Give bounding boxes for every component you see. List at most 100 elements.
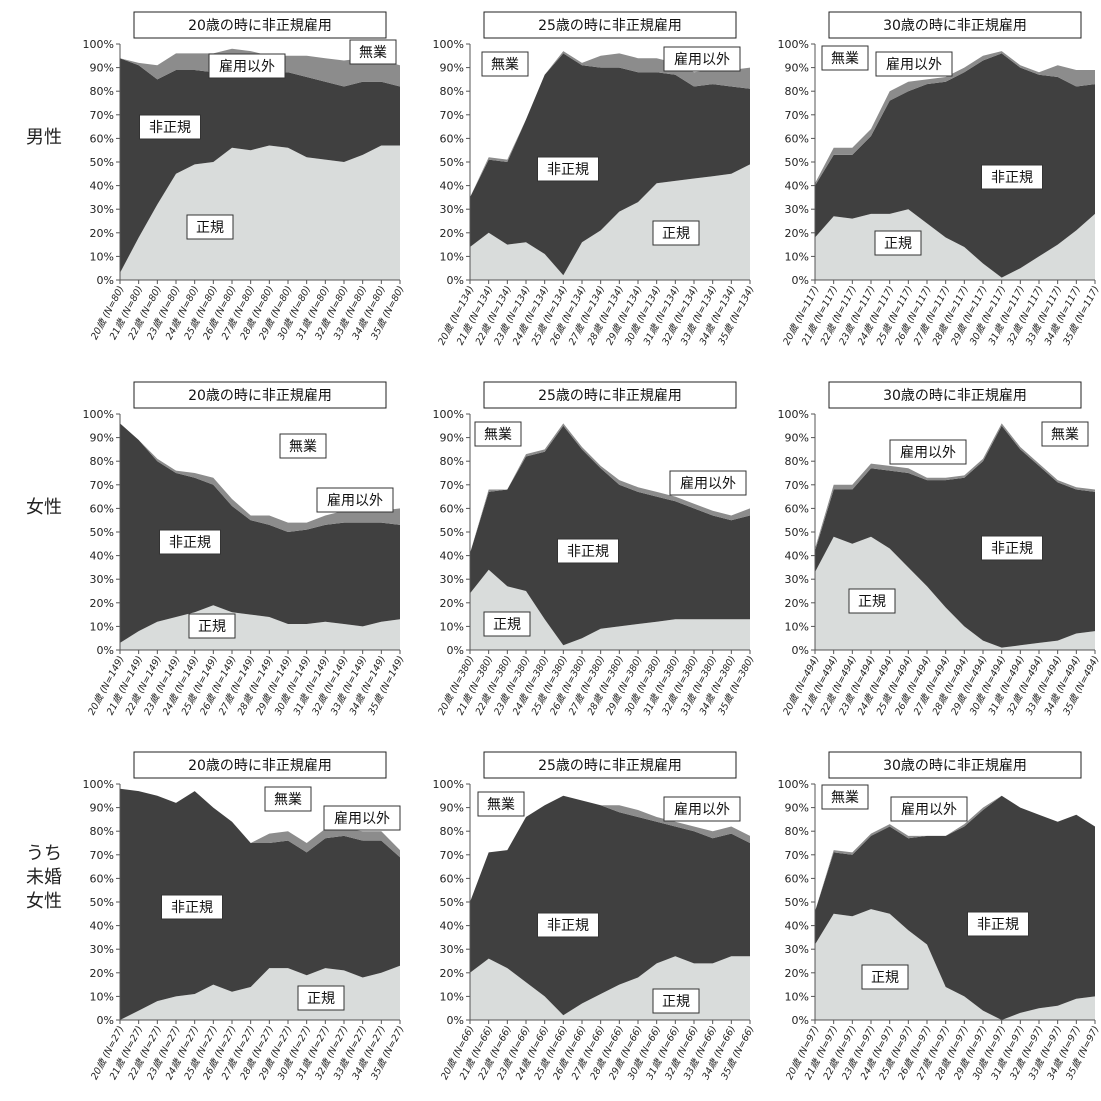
y-tick-label: 80% xyxy=(440,825,464,838)
row-label: 女性 xyxy=(26,497,62,518)
y-tick-label: 100% xyxy=(778,408,809,421)
y-tick-label: 50% xyxy=(785,156,809,169)
area-series xyxy=(120,145,400,280)
y-tick-label: 30% xyxy=(90,943,114,956)
series-annotation-text: 正規 xyxy=(858,594,886,610)
y-tick-label: 80% xyxy=(90,825,114,838)
chart-panel: 30歳の時に非正規雇用 0% 10% 20% 30% 40% 50% 60% 70% 80% 90%… xyxy=(778,751,1101,1082)
series-annotation: 正規 xyxy=(652,988,700,1014)
series-annotation: 非正規 xyxy=(161,894,223,920)
series-annotation-text: 雇用以外 xyxy=(886,56,942,73)
series-annotation: 雇用以外 xyxy=(663,46,741,72)
y-tick-label: 40% xyxy=(90,550,114,563)
chart-title: 25歳の時に非正規雇用 xyxy=(483,11,737,39)
series-annotation-text: 無業 xyxy=(831,51,859,67)
series-annotation-text: 非正規 xyxy=(547,162,589,178)
series-annotation-text: 雇用以外 xyxy=(674,801,730,818)
y-tick-label: 30% xyxy=(440,943,464,956)
y-tick-label: 70% xyxy=(440,849,464,862)
series-annotation: 無業 xyxy=(474,421,522,447)
series-annotation: 無業 xyxy=(264,786,312,812)
y-tick-label: 50% xyxy=(90,156,114,169)
y-tick-label: 20% xyxy=(90,227,114,240)
y-tick-label: 60% xyxy=(440,872,464,885)
y-tick-label: 100% xyxy=(83,38,114,51)
series-annotation: 雇用以外 xyxy=(316,487,394,513)
y-tick-label: 30% xyxy=(440,203,464,216)
y-tick-label: 30% xyxy=(785,573,809,586)
series-annotation: 正規 xyxy=(861,964,909,990)
series-annotation-text: 雇用以外 xyxy=(900,444,956,461)
y-tick-label: 90% xyxy=(440,802,464,815)
y-tick-label: 70% xyxy=(785,849,809,862)
y-tick-label: 80% xyxy=(440,455,464,468)
area-series xyxy=(470,164,750,280)
y-tick-label: 60% xyxy=(440,132,464,145)
series-annotation: 雇用以外 xyxy=(889,439,967,465)
series-annotation: 無業 xyxy=(349,39,397,65)
series-annotation: 非正規 xyxy=(981,164,1043,190)
series-annotation-text: 正規 xyxy=(493,617,521,633)
chart-title: 30歳の時に非正規雇用 xyxy=(828,381,1082,409)
y-tick-label: 50% xyxy=(440,156,464,169)
area-series xyxy=(120,788,400,1020)
y-tick-label: 70% xyxy=(440,479,464,492)
series-annotation-text: 雇用以外 xyxy=(901,801,957,818)
series-annotation-text: 正規 xyxy=(871,970,899,986)
y-tick-label: 100% xyxy=(433,38,464,51)
y-tick-label: 60% xyxy=(440,502,464,515)
y-tick-label: 10% xyxy=(440,250,464,263)
area-series xyxy=(120,58,400,273)
area-series xyxy=(120,423,400,532)
y-tick-label: 20% xyxy=(440,967,464,980)
chart-title: 30歳の時に非正規雇用 xyxy=(828,11,1082,39)
series-annotation-text: 非正規 xyxy=(547,918,589,934)
chart-panel: 25歳の時に非正規雇用 0% 10% 20% 30% 40% 50% 60% 70% 80% 90%… xyxy=(433,381,757,717)
series-annotation-text: 非正規 xyxy=(171,900,213,916)
y-tick-label: 80% xyxy=(440,85,464,98)
y-tick-label: 70% xyxy=(90,109,114,122)
row-label: 未婚 xyxy=(26,867,62,888)
series-annotation-text: 無業 xyxy=(491,57,519,73)
y-tick-label: 80% xyxy=(90,85,114,98)
series-annotation-text: 雇用以外 xyxy=(219,58,275,75)
y-tick-label: 10% xyxy=(440,990,464,1003)
y-tick-label: 50% xyxy=(440,896,464,909)
series-annotation: 正規 xyxy=(652,220,700,246)
y-tick-label: 30% xyxy=(785,943,809,956)
y-tick-label: 90% xyxy=(90,802,114,815)
series-annotation-text: 正規 xyxy=(196,220,224,236)
y-tick-label: 90% xyxy=(440,432,464,445)
series-annotation-text: 正規 xyxy=(198,619,226,635)
series-annotation-text: 無業 xyxy=(487,797,515,813)
chart-title: 20歳の時に非正規雇用 xyxy=(133,381,387,409)
chart-title: 30歳の時に非正規雇用 xyxy=(828,751,1082,779)
y-tick-label: 100% xyxy=(433,408,464,421)
y-tick-label: 20% xyxy=(440,597,464,610)
y-tick-label: 0% xyxy=(792,1014,809,1027)
chart-title-text: 25歳の時に非正規雇用 xyxy=(538,17,682,34)
y-tick-label: 30% xyxy=(440,573,464,586)
y-tick-label: 0% xyxy=(97,644,114,657)
y-tick-label: 70% xyxy=(785,479,809,492)
chart-title-text: 20歳の時に非正規雇用 xyxy=(188,757,332,774)
y-tick-label: 20% xyxy=(785,967,809,980)
chart-panel: 25歳の時に非正規雇用 0% 10% 20% 30% 40% 50% 60% 70% 80% 90%… xyxy=(433,11,757,347)
chart-panel: 30歳の時に非正規雇用 0% 10% 20% 30% 40% 50% 60% 70% 80% 90%… xyxy=(778,11,1101,347)
y-tick-label: 80% xyxy=(785,455,809,468)
chart-panel: 25歳の時に非正規雇用 0% 10% 20% 30% 40% 50% 60% 70% 80% 90%… xyxy=(433,751,757,1082)
y-tick-label: 50% xyxy=(90,896,114,909)
series-annotation: 雇用以外 xyxy=(875,51,953,77)
y-tick-label: 100% xyxy=(83,408,114,421)
series-annotation-text: 非正規 xyxy=(977,917,1019,933)
chart-title-text: 20歳の時に非正規雇用 xyxy=(188,17,332,34)
series-annotation: 雇用以外 xyxy=(663,796,741,822)
y-tick-label: 90% xyxy=(785,432,809,445)
y-tick-label: 70% xyxy=(440,109,464,122)
series-annotation: 非正規 xyxy=(981,535,1043,561)
series-annotation-text: 無業 xyxy=(484,427,512,443)
y-tick-label: 0% xyxy=(447,1014,464,1027)
series-annotation: 正規 xyxy=(297,985,345,1011)
y-tick-label: 90% xyxy=(785,802,809,815)
y-tick-label: 60% xyxy=(90,132,114,145)
